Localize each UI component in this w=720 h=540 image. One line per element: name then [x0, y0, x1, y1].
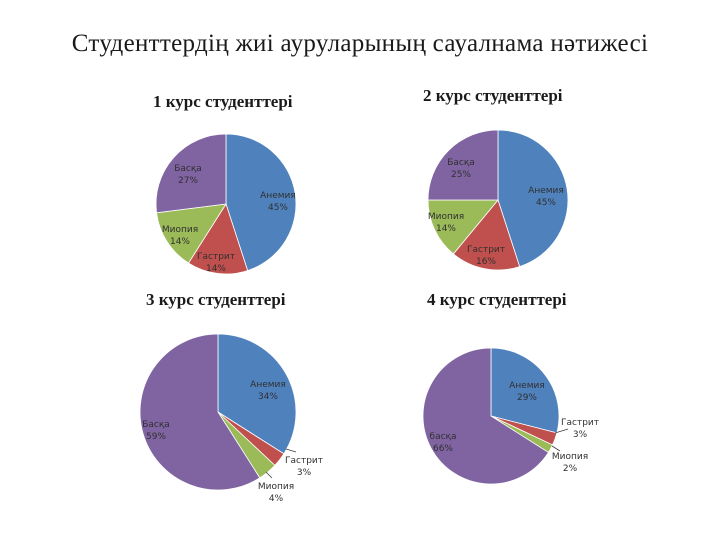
leader-line — [551, 445, 561, 452]
pie-chart-1: Анемия 45% Гастрит 14% Миопия 14% Басқа 27% — [155, 133, 297, 275]
pie-chart-2: Анемия 45% Гастрит 16%Миопия 14% Басқа 25% — [427, 129, 569, 271]
slice-label: Басқа 59% — [142, 420, 170, 442]
pie-slice-анемия — [490, 347, 560, 434]
page-title: Студенттердің жиі ауруларының сауалнама … — [71, 30, 649, 57]
slice-label: Анемия 29% — [509, 381, 545, 403]
chart-4-title: 4 курс студенттері — [427, 290, 567, 309]
slice-label: Гастрит 14% — [197, 252, 235, 274]
pie-slice-анемия — [225, 133, 297, 272]
pie-slice-басқа — [139, 333, 261, 491]
pie-slice-анемия — [497, 129, 569, 268]
chart-1-title: 1 курс студенттері — [153, 92, 293, 111]
pie-chart-3: Анемия 34% Гастрит 3% Миопия 4% Басқа 59% — [139, 333, 323, 504]
leader-line — [554, 428, 569, 434]
slice-label: басқа 66% — [430, 432, 457, 454]
slice-label: Гастрит 3% — [561, 418, 599, 440]
pie-slice-басқа — [155, 133, 227, 214]
slice-label: Басқа 27% — [174, 164, 202, 186]
slice-label: Гастрит 16% — [467, 245, 505, 267]
slice-label: Басқа 25% — [447, 158, 475, 180]
slice-label: Миопия 2% — [552, 452, 588, 474]
slice-label: Анемия 45% — [260, 191, 296, 213]
pie-slice-гастрит — [452, 199, 521, 271]
pie-slice-анемия — [217, 333, 297, 455]
slice-label: Миопия 14% — [162, 225, 198, 247]
slice-label: Анемия 34% — [250, 380, 286, 402]
slice-label: Анемия 45% — [528, 186, 564, 208]
slice-label: Миопия 14% — [428, 212, 464, 234]
chart-3-title: 3 курс студенттері — [146, 290, 286, 309]
pie-slice-басқа — [427, 129, 499, 201]
pie-slice-басқа — [422, 347, 549, 485]
pie-chart-4: Анемия 29% Гастрит 3% Миопия 2% басқа 66% — [422, 347, 599, 485]
pie-slice-гастрит — [187, 203, 249, 275]
slice-label: Миопия 4% — [258, 482, 294, 504]
slice-label: Гастрит 3% — [285, 456, 323, 478]
leader-line — [285, 448, 297, 453]
pie-slice-миопия — [156, 203, 227, 264]
leader-line — [265, 471, 273, 479]
pie-slice-миопия — [427, 199, 499, 255]
chart-2-title: 2 курс студенттері — [423, 86, 563, 105]
